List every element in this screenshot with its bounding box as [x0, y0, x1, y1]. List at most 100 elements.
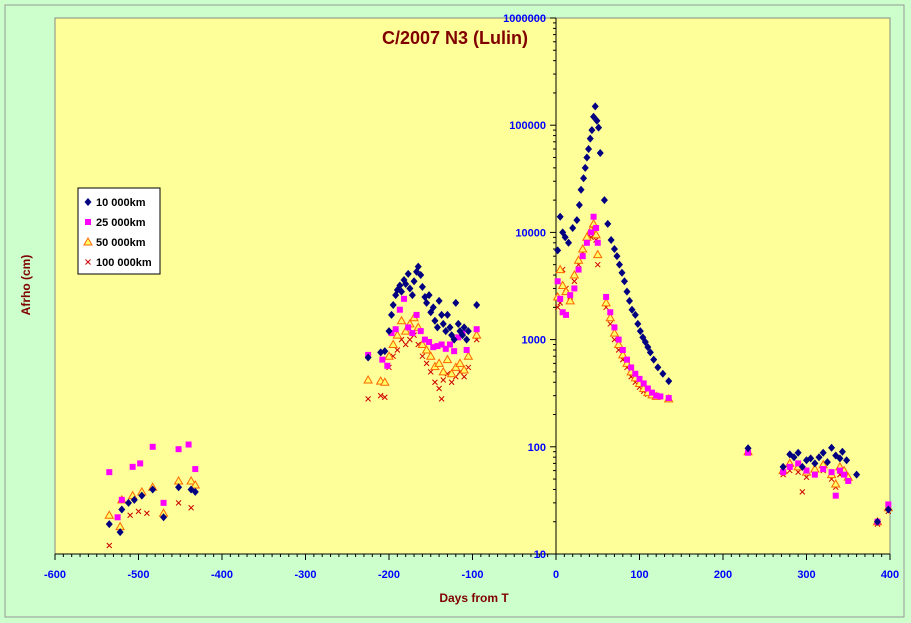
data-point [407, 336, 413, 343]
data-point [569, 223, 577, 232]
data-point [388, 339, 399, 349]
data-point [429, 303, 437, 312]
data-point [571, 278, 578, 285]
data-point [575, 201, 583, 210]
data-point [565, 295, 576, 305]
data-point [417, 339, 428, 349]
x-tick-label: 400 [881, 569, 899, 581]
data-point [596, 149, 604, 158]
data-point [135, 508, 142, 515]
data-point [435, 296, 443, 305]
data-point [413, 311, 420, 318]
data-point [665, 395, 672, 402]
data-point [628, 305, 636, 314]
data-point [565, 238, 573, 247]
legend-marker [84, 198, 92, 206]
data-point [795, 469, 802, 476]
data-point [452, 298, 460, 307]
data-point [431, 316, 439, 325]
data-point [455, 334, 462, 341]
data-point [149, 443, 156, 450]
data-point [137, 460, 144, 467]
data-point [458, 331, 466, 340]
data-point [615, 260, 623, 269]
data-point [557, 280, 568, 289]
data-point [460, 323, 468, 332]
legend-label: 25 000km [96, 217, 146, 229]
data-point [567, 292, 574, 299]
data-point [581, 163, 589, 172]
data-point [388, 310, 396, 319]
legend: 10 000km 25 000km 50 000km 100 000km [77, 187, 161, 275]
data-point [392, 326, 399, 333]
y-tick-label: 10000 [515, 227, 546, 239]
axes: -600 -500 -400 -300 -200 -100 0 100 200 300 400 10 1… [44, 13, 899, 581]
data-point [377, 392, 384, 399]
data-point [450, 335, 458, 344]
data-point [610, 245, 618, 254]
data-point [384, 351, 394, 360]
data-point [463, 346, 470, 353]
data-point [577, 243, 588, 253]
data-point [426, 338, 433, 345]
data-point [473, 326, 480, 333]
data-point [438, 396, 445, 402]
data-point [830, 478, 841, 488]
legend-label: 50 000km [96, 237, 146, 249]
x-tick-label: 100 [630, 569, 648, 581]
data-point [573, 255, 584, 264]
data-point [124, 498, 132, 507]
data-point [843, 456, 851, 465]
data-point [607, 309, 614, 316]
data-point [396, 281, 404, 290]
data-point [421, 336, 428, 343]
legend-marker [85, 219, 91, 225]
data-point [434, 358, 444, 367]
data-point [421, 344, 432, 354]
x-tick-label: -300 [294, 569, 316, 581]
legend-box [77, 187, 161, 275]
data-point [600, 196, 608, 205]
data-point [640, 380, 647, 387]
data-point [417, 271, 425, 280]
data-point [632, 370, 639, 377]
data-point [406, 284, 414, 293]
data-point [873, 517, 881, 526]
data-point [594, 239, 601, 246]
data-point [105, 520, 113, 529]
data-point [381, 394, 388, 401]
data-point [828, 443, 836, 452]
data-point [188, 504, 194, 511]
data-point [160, 513, 168, 522]
data-point [617, 349, 628, 359]
data-point [884, 505, 892, 514]
x-tick-label: -100 [461, 569, 483, 581]
data-point [836, 467, 843, 474]
data-point [555, 264, 566, 274]
data-point [114, 514, 121, 521]
x-tick-label: 200 [714, 569, 732, 581]
data-point [573, 216, 581, 225]
data-point [446, 341, 453, 348]
data-point [853, 470, 861, 479]
data-point [143, 510, 150, 517]
data-point [463, 335, 471, 344]
data-point [473, 301, 481, 310]
data-point [396, 306, 403, 313]
data-point [618, 268, 626, 277]
data-point [191, 487, 199, 496]
data-point [430, 344, 437, 351]
x-tick-label: -600 [44, 569, 66, 581]
series-square [106, 213, 892, 525]
data-point [423, 298, 431, 307]
data-point [605, 312, 616, 322]
data-point [569, 270, 580, 279]
data-point [832, 492, 839, 499]
x-tick-label: -500 [127, 569, 149, 581]
data-point [592, 249, 603, 259]
data-point [396, 315, 407, 325]
data-point [443, 310, 451, 319]
data-point [118, 505, 126, 514]
data-point [116, 528, 124, 537]
